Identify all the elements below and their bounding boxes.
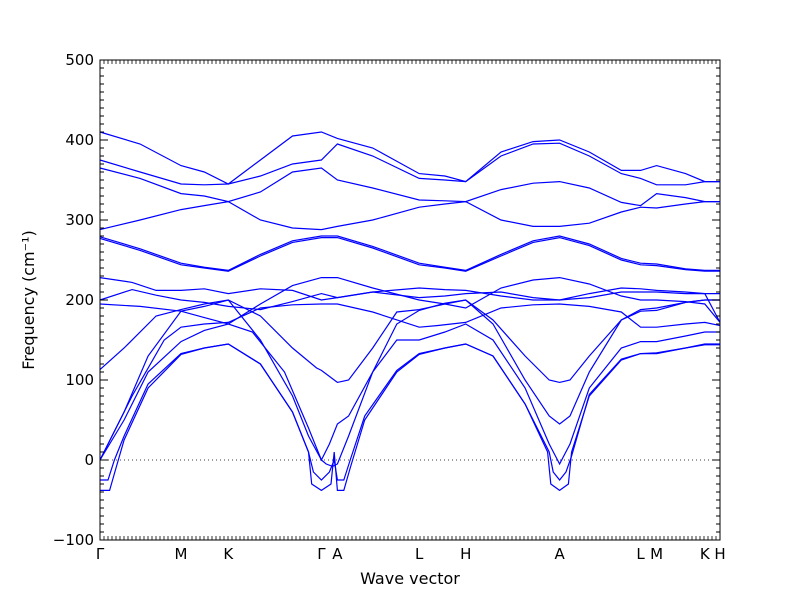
plot-frame [99,59,721,541]
band-line-14 [99,142,720,186]
x-tick-label: M [650,545,663,563]
band-line-6 [99,299,720,384]
y-axis-title: Frequency (cm⁻¹) [19,230,38,369]
x-tick-label: L [636,545,645,563]
band-line-8 [99,288,720,311]
y-tick-label: 500 [65,51,94,69]
y-tick-label: 200 [65,291,94,309]
x-tick-label: H [460,545,471,563]
phonon-band-lines [99,131,721,492]
y-tick-label: 0 [84,451,94,469]
x-tick-label: H [714,545,725,563]
band-line-1 [100,343,720,492]
band-line-2 [100,343,720,481]
x-tick-label: K [700,545,711,563]
x-tick-label: A [332,545,343,563]
band-line-12 [99,200,720,231]
y-tick-label: −100 [53,531,94,549]
y-tick-labels: −100 0 100 200 300 400 500 [53,51,94,549]
x-tick-label: K [223,545,234,563]
band-line-10 [99,236,720,272]
y-tick-label: 100 [65,371,94,389]
band-line-15 [99,131,720,185]
x-tick-label: Γ [96,545,105,563]
band-line-11 [99,235,720,272]
x-axis-title: Wave vector [360,569,460,588]
band-line-7 [99,276,721,325]
x-tick-label: L [415,545,424,563]
band-line-13 [99,167,720,207]
x-tick-label: A [554,545,565,563]
x-tick-label: M [175,545,188,563]
band-line-3 [99,323,720,468]
y-tick-label: 300 [65,211,94,229]
band-line-9 [99,277,721,323]
band-line-4 [99,303,721,461]
axis-ticks [99,59,721,541]
y-tick-label: 400 [65,131,94,149]
x-tick-label: Γ [317,545,326,563]
